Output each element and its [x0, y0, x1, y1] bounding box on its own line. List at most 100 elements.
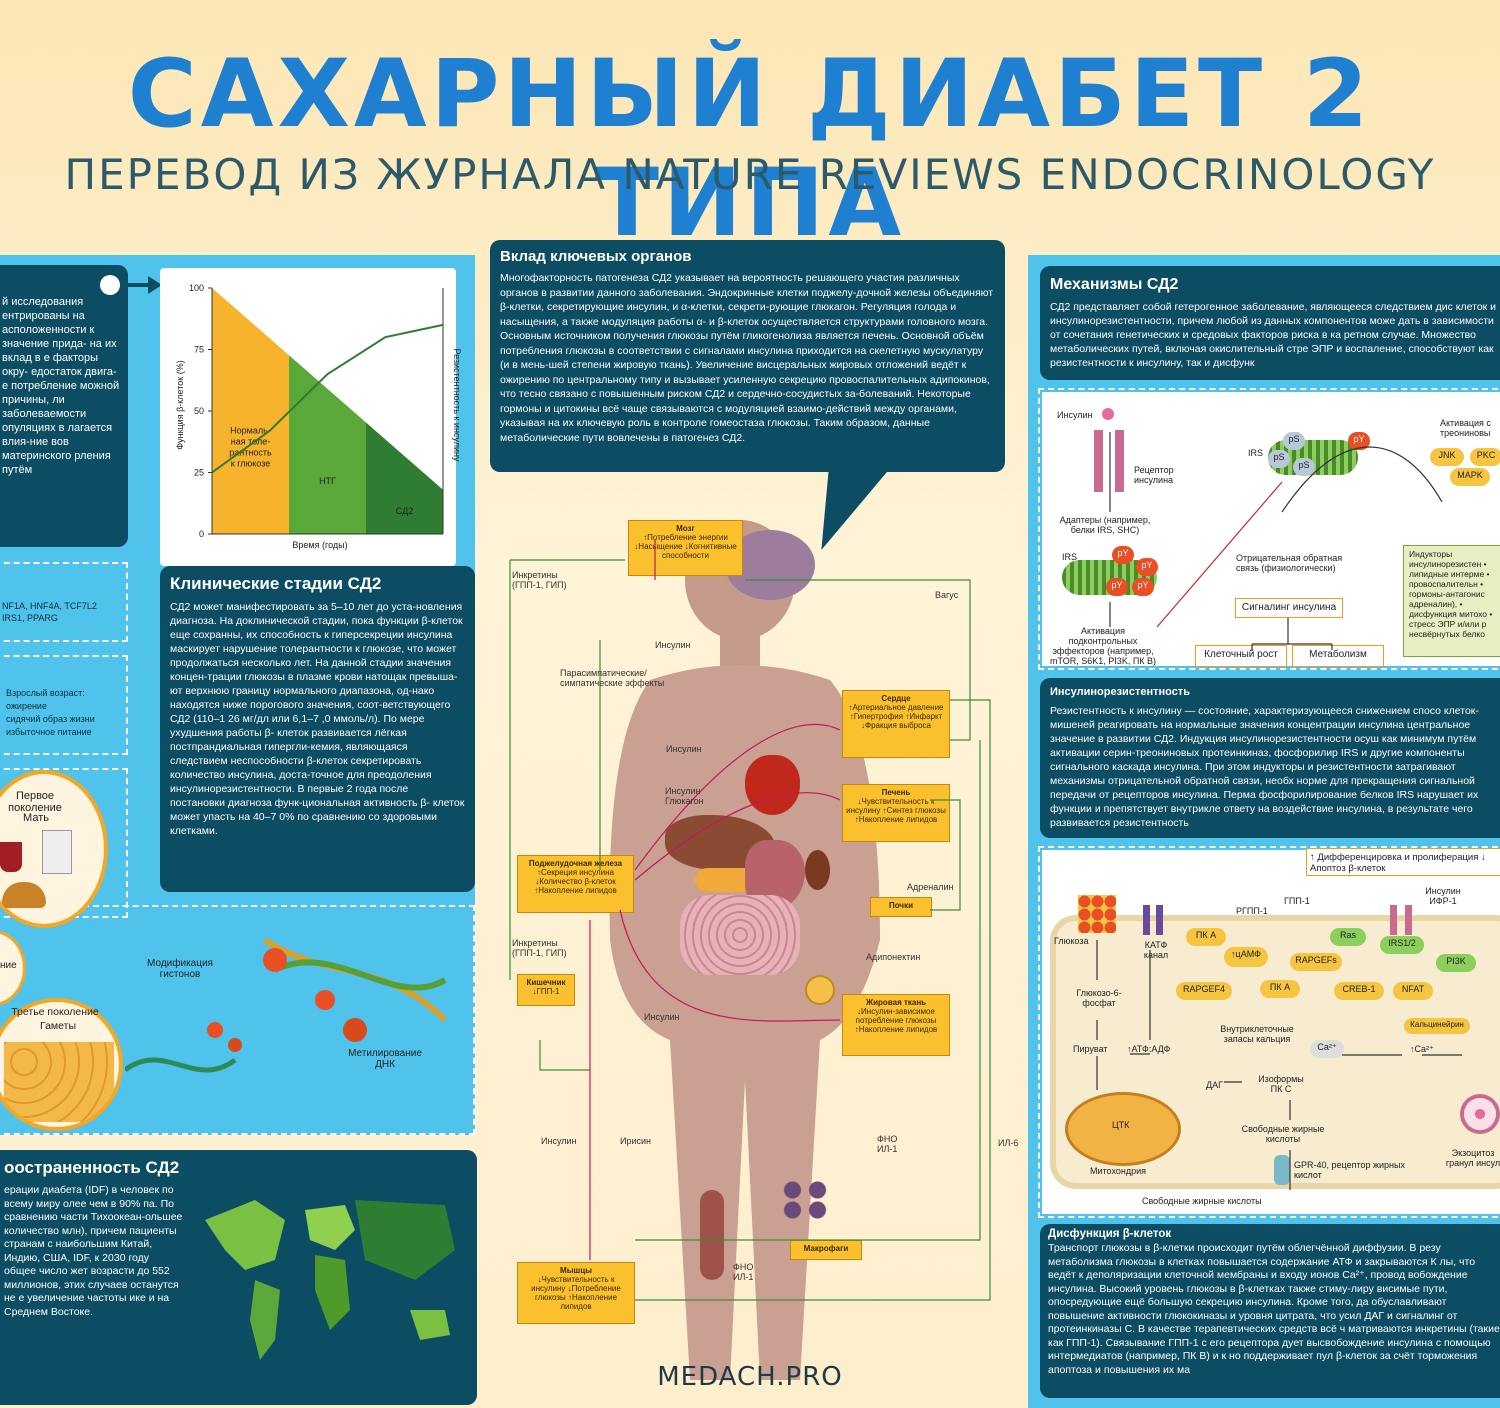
histone-label: Модификация гистонов — [147, 958, 213, 980]
prevalence-panel: оостраненность СД2 ерации диабета (IDF) … — [0, 1150, 477, 1405]
stage-label: Нормаль-ная толе-рантность к глюкозе — [229, 426, 272, 469]
mother-label: Мать — [23, 812, 49, 824]
glucose-label: Глюкоза — [1054, 936, 1089, 946]
ps-badge: pS — [1268, 450, 1290, 468]
dysfunction-panel: Дисфункция β-клеток Транспорт глюкозы в … — [1040, 1224, 1500, 1398]
insulin-fat-label: Инсулин — [644, 1012, 680, 1022]
vagus-label: Вагус — [935, 590, 959, 600]
glucose-cluster-icon — [1078, 895, 1116, 933]
stage-area-3 — [366, 422, 443, 534]
calcium-store-label: Внутриклеточные запасы кальция — [1220, 1024, 1294, 1044]
gut-box: Кишечник ↓ГПП-1 — [517, 974, 575, 1006]
dna-illustration — [125, 937, 448, 1073]
g6p-label: Глюкозо-6-фосфат — [1076, 988, 1122, 1008]
kinase-activation-label: Активация с треониновы — [1440, 418, 1491, 438]
watermark: MEDACH.PRO — [657, 1362, 843, 1392]
creb-badge: CREB-1 — [1334, 982, 1384, 1000]
world-map — [205, 1200, 455, 1360]
clinical-title: Клинические стадии СД2 — [170, 574, 382, 593]
pancreas-box: Поджелудочная железа ↑Секреция инсулина ↓… — [517, 855, 634, 913]
diff-box: ↑ Дифференцировка и пролиферация ↓ Апопт… — [1306, 848, 1500, 876]
mechanisms-panel: Механизмы СД2 СД2 представляет собой гет… — [1040, 266, 1500, 380]
liver-box: Печень ↓Чувствительность к инсулину ↑Синт… — [842, 784, 950, 842]
receptor-icon — [1094, 430, 1124, 492]
chart-y2-label: Резистентность к инсулину — [452, 348, 462, 462]
y-tick-label: 25 — [194, 468, 204, 478]
irs12-badge: IRS1/2 — [1380, 936, 1424, 954]
page-subtitle: ПЕРЕВОД ИЗ ЖУРНАЛА NATURE REVIEWS ENDOCR… — [64, 150, 1436, 199]
chart-y-label: Функция β-клеток (%) — [175, 360, 185, 450]
inducers-box: Индукторы инсулинорезистен • липидные ин… — [1403, 545, 1500, 657]
irisin-label: Ирисин — [620, 1136, 651, 1146]
adrenalin-label: Адреналин — [907, 882, 954, 892]
rapgefs-badge: RAPGEFs — [1290, 953, 1342, 971]
py-badge: pY — [1106, 578, 1128, 596]
calcineurin-badge: Кальцинейрин — [1404, 1018, 1470, 1034]
activation-label: Активация подконтрольных эффекторов (нап… — [1049, 626, 1157, 666]
insulin-heart-label: Инсулин — [666, 744, 702, 754]
genes-box: NF1A, HNF4A, TCF7L2 IRS1, PPARG — [0, 562, 128, 642]
ras-badge: Ras — [1330, 928, 1366, 946]
intestine-icon — [680, 895, 800, 975]
prevalence-title: оостраненность СД2 — [4, 1158, 180, 1177]
ps-badge: pS — [1283, 432, 1305, 450]
igf-label: Инсулин ИФР-1 — [1425, 886, 1461, 906]
incretins-label-2: Инкретины (ГПП-1, ГИП) — [512, 938, 567, 958]
risk-item: ожирение — [6, 701, 47, 711]
third-generation-label: Третье поколение — [11, 1006, 99, 1018]
wine-icon — [0, 842, 22, 872]
clinical-panel: Клинические стадии СД2 СД2 может манифес… — [160, 566, 475, 892]
y-tick-label: 50 — [194, 406, 204, 416]
py-badge: pY — [1348, 432, 1370, 450]
calcium-badge: Ca²⁺ — [1310, 1040, 1344, 1058]
ir-text: Резистентность к инсулину — состояние, х… — [1050, 705, 1479, 829]
intro-text: й исследования ентрированы на асположенн… — [2, 296, 120, 476]
stage-label: НТГ — [319, 476, 336, 486]
intro-arrow — [120, 283, 150, 287]
intro-panel: й исследования ентрированы на асположенн… — [0, 265, 128, 547]
stage-area-1 — [212, 288, 289, 534]
genes-text: NF1A, HNF4A, TCF7L2 IRS1, PPARG — [2, 601, 97, 623]
epigenetics-main-box — [0, 905, 475, 1135]
methylation-label: Метилирование ДНК — [348, 1048, 422, 1070]
page-title: САХАРНЫЙ ДИАБЕТ 2 ТИПА — [127, 40, 1373, 258]
cells-pattern — [4, 1042, 114, 1122]
stage-label: СД2 — [396, 506, 413, 516]
brain-box: Мозг ↑Потребление энергии ↓Насыщение ↓Ког… — [628, 520, 743, 576]
fat-box: Жировая ткань ↓Инсулин-зависимое потребле… — [842, 994, 950, 1056]
intro-marker-dot — [100, 275, 120, 295]
gametes-label: Гаметы — [39, 1020, 76, 1032]
beta-cell-chart: Нормаль-ная толе-рантность к глюкозе НТГ СД… — [189, 283, 444, 539]
ir-panel: Инсулинорезистентность Резистентность к … — [1040, 678, 1500, 838]
pyruvate-label: Пируват — [1073, 1044, 1108, 1054]
mito-label: Митохондрия — [1090, 1166, 1146, 1176]
rapgef4-badge: RAPGEF4 — [1176, 982, 1232, 1000]
nfat-badge: NFAT — [1393, 982, 1433, 1000]
y-tick-label: 0 — [199, 529, 204, 539]
tnf-il1-label-a: ФНО ИЛ-1 — [877, 1134, 898, 1154]
mapk-badge: MAPK — [1450, 468, 1490, 486]
kidney-icon — [805, 850, 830, 890]
ffa-in-label: Свободные жирные кислоты — [1241, 1124, 1325, 1144]
muscle-box: Мышцы ↓Чувствительность к инсулину ↓Потре… — [517, 1262, 635, 1324]
cell-growth-box: Клеточный рост — [1195, 645, 1287, 667]
metabolism-box: Метаболизм — [1292, 645, 1384, 667]
muscle-icon — [700, 1190, 724, 1280]
organs-panel: Вклад ключевых органов Многофакторность … — [490, 240, 1005, 472]
risk-heading: Взрослый возраст: — [6, 688, 85, 698]
ir-title: Инсулинорезистентность — [1050, 686, 1190, 698]
katp-label: КАТФ канал — [1143, 940, 1169, 960]
mechanisms-text: СД2 представляет собой гетерогенное забо… — [1050, 301, 1497, 369]
receptor-label: Рецептор инсулина — [1134, 465, 1174, 485]
calcium-up-label: ↑Ca²⁺ — [1410, 1044, 1434, 1054]
risk-item: избыточное питание — [6, 727, 92, 737]
organ-connections — [509, 540, 991, 1301]
pi3k-badge: PI3K — [1436, 954, 1476, 972]
irs-label-1: IRS — [1062, 552, 1078, 562]
clinical-text: СД2 может манифестировать за 5–10 лет до… — [170, 601, 465, 837]
insulin-label: Инсулин — [1057, 410, 1093, 420]
py-badge: pY — [1112, 546, 1134, 564]
stage-area-2 — [289, 355, 366, 534]
signaling-arrows — [1109, 432, 1443, 650]
signaling-box-insulin: Сигналинг инсулина — [1235, 598, 1343, 618]
